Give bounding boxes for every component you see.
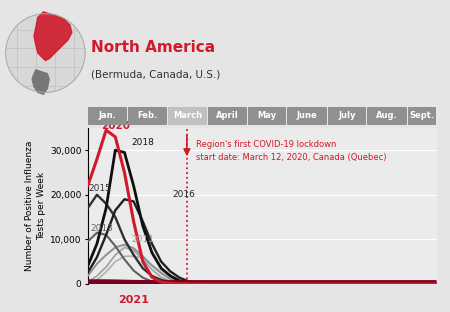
Text: North America: North America xyxy=(91,40,216,55)
Text: June: June xyxy=(297,111,317,120)
Bar xyxy=(367,107,407,125)
Text: March: March xyxy=(173,111,202,120)
Y-axis label: Number of Positive Influenza
Tests per Week: Number of Positive Influenza Tests per W… xyxy=(25,141,46,271)
Bar xyxy=(128,107,167,125)
Text: 2020: 2020 xyxy=(102,121,130,131)
Text: 2018: 2018 xyxy=(132,138,155,147)
Bar xyxy=(88,107,127,125)
Text: Region's first COVID-19 lockdown
start date: March 12, 2020, Canada (Quebec): Region's first COVID-19 lockdown start d… xyxy=(196,140,387,162)
Bar xyxy=(168,107,207,125)
Text: May: May xyxy=(257,111,277,120)
Bar xyxy=(408,107,436,125)
Text: Aug.: Aug. xyxy=(376,111,398,120)
Text: 2011: 2011 xyxy=(132,235,155,244)
Polygon shape xyxy=(34,12,72,61)
Bar xyxy=(288,107,327,125)
Text: (Bermuda, Canada, U.S.): (Bermuda, Canada, U.S.) xyxy=(91,69,220,79)
Text: Sept.: Sept. xyxy=(409,111,434,120)
Text: April: April xyxy=(216,111,239,120)
Bar xyxy=(328,107,366,125)
Polygon shape xyxy=(6,14,85,92)
Text: Feb.: Feb. xyxy=(137,111,158,120)
Text: July: July xyxy=(338,111,356,120)
Text: 2021: 2021 xyxy=(118,295,149,305)
Text: 2016: 2016 xyxy=(172,190,195,198)
Text: 2013: 2013 xyxy=(90,224,113,233)
Text: 2015: 2015 xyxy=(89,184,112,193)
Bar xyxy=(248,107,287,125)
Text: Jan.: Jan. xyxy=(99,111,117,120)
Polygon shape xyxy=(32,70,49,94)
Bar xyxy=(207,107,247,125)
